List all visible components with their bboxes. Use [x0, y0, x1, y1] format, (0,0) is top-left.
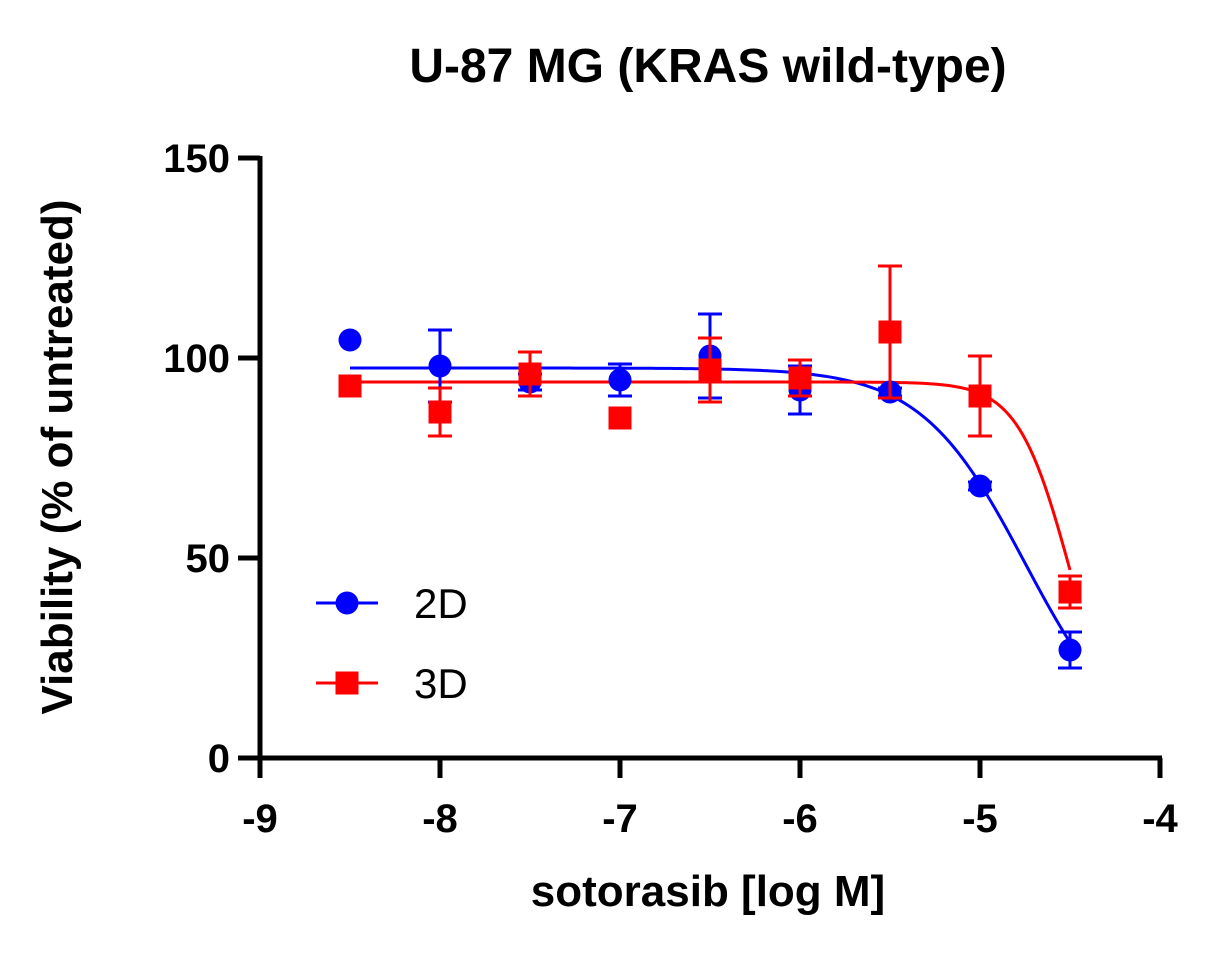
y-tick-label: 50: [186, 537, 231, 581]
y-axis-label: Viability (% of untreated): [33, 199, 82, 714]
point-2D: [968, 474, 992, 498]
point-3D: [878, 320, 902, 344]
y-tick-label: 0: [208, 737, 230, 781]
y-tick-label: 150: [163, 137, 230, 181]
x-tick-label: -5: [962, 797, 998, 841]
x-tick-label: -4: [1142, 797, 1178, 841]
point-3D: [788, 366, 812, 390]
x-axis-label: sotorasib [log M]: [531, 867, 885, 916]
fit-curve-3D: [350, 380, 1072, 571]
point-3D: [428, 400, 452, 424]
point-3D: [518, 362, 542, 386]
legend-marker-3D: [335, 671, 359, 695]
chart-title: U-87 MG (KRAS wild-type): [409, 40, 1006, 93]
point-3D: [698, 358, 722, 382]
data-points: [338, 264, 1082, 670]
point-3D: [338, 374, 362, 398]
point-3D: [1058, 580, 1082, 604]
x-tick-label: -9: [242, 797, 278, 841]
legend: 2D 3D: [316, 580, 468, 707]
x-tick-label: -7: [602, 797, 638, 841]
point-2D: [1058, 638, 1082, 662]
legend-marker-2D: [335, 591, 359, 615]
point-2D: [428, 354, 452, 378]
legend-label-3D: 3D: [414, 660, 468, 707]
point-2D: [608, 368, 632, 392]
x-tick-label: -6: [782, 797, 818, 841]
legend-label-2D: 2D: [414, 580, 468, 627]
point-3D: [608, 406, 632, 430]
point-2D: [338, 328, 362, 352]
y-tick-label: 100: [163, 337, 230, 381]
point-3D: [968, 384, 992, 408]
axes: -9 -8 -7 -6 -5 -4 0 50 100 150: [163, 137, 1178, 841]
x-tick-label: -8: [422, 797, 458, 841]
